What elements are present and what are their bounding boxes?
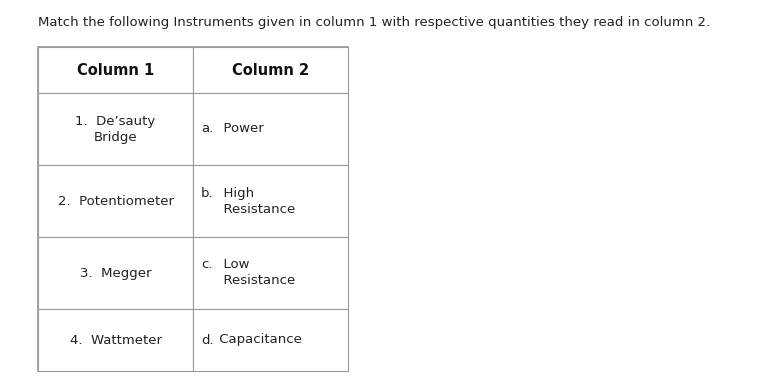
Text: Resistance: Resistance — [215, 275, 295, 287]
Text: Power: Power — [215, 123, 264, 135]
Bar — [193, 47, 348, 93]
Bar — [193, 165, 348, 237]
Bar — [38, 237, 193, 309]
Text: Match the following Instruments given in column 1 with respective quantities the: Match the following Instruments given in… — [38, 16, 710, 29]
Text: 3.  Megger: 3. Megger — [80, 266, 152, 280]
Bar — [193, 237, 348, 309]
Text: Low: Low — [215, 259, 249, 272]
Bar — [38, 47, 193, 93]
Bar — [193, 309, 348, 371]
Text: High: High — [215, 186, 254, 200]
Bar — [38, 165, 193, 237]
Text: Column 2: Column 2 — [232, 63, 309, 77]
Text: b.: b. — [201, 186, 214, 200]
Text: 4.  Wattmeter: 4. Wattmeter — [70, 333, 162, 347]
Text: Bridge: Bridge — [94, 130, 137, 144]
Text: d.: d. — [201, 333, 214, 347]
Bar — [193, 93, 348, 165]
Text: c.: c. — [201, 259, 212, 272]
Text: Resistance: Resistance — [215, 203, 295, 216]
Text: Column 1: Column 1 — [77, 63, 154, 77]
Text: 2.  Potentiometer: 2. Potentiometer — [58, 194, 173, 207]
Bar — [38, 47, 348, 371]
Bar — [38, 93, 193, 165]
Bar — [38, 309, 193, 371]
Text: 1.  De’sauty: 1. De’sauty — [76, 114, 155, 128]
Text: a.: a. — [201, 123, 213, 135]
Text: Capacitance: Capacitance — [215, 333, 302, 347]
